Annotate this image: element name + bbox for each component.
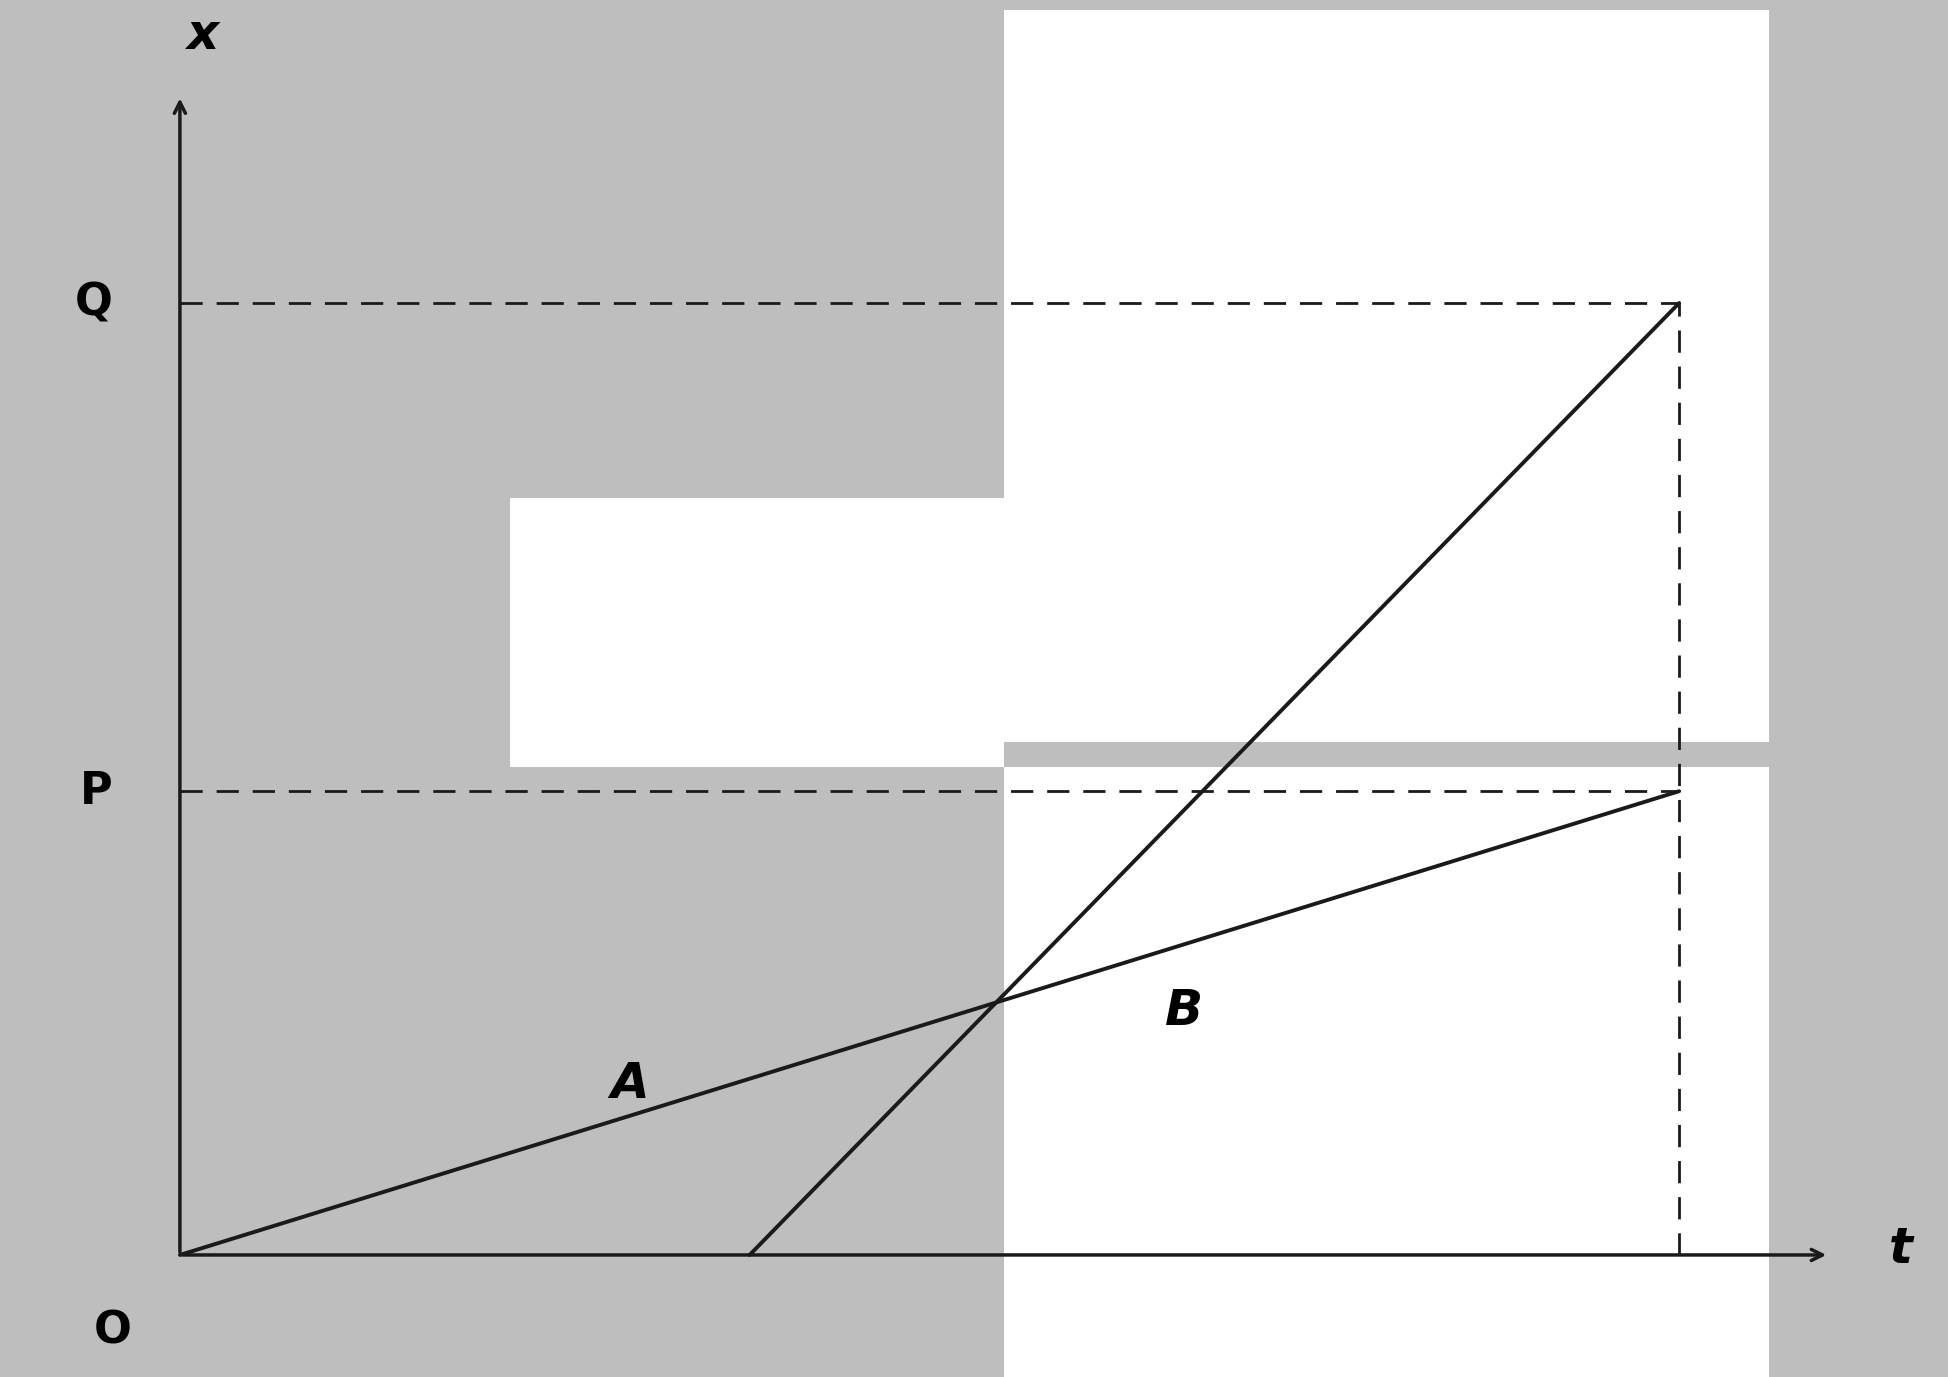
Bar — [1003, 767, 1948, 1377]
Bar — [1003, 10, 1948, 742]
Text: x: x — [187, 11, 218, 59]
Bar — [0, 10, 179, 523]
Text: P: P — [80, 770, 113, 812]
Bar — [1769, 10, 1948, 742]
Text: A: A — [610, 1060, 649, 1108]
Bar — [1003, 767, 1153, 1377]
Bar — [1769, 706, 1948, 1377]
Text: B: B — [1165, 987, 1202, 1036]
Bar — [510, 498, 1003, 767]
Text: t: t — [1888, 1226, 1911, 1272]
Text: O: O — [94, 1310, 131, 1352]
Text: Q: Q — [74, 281, 113, 325]
